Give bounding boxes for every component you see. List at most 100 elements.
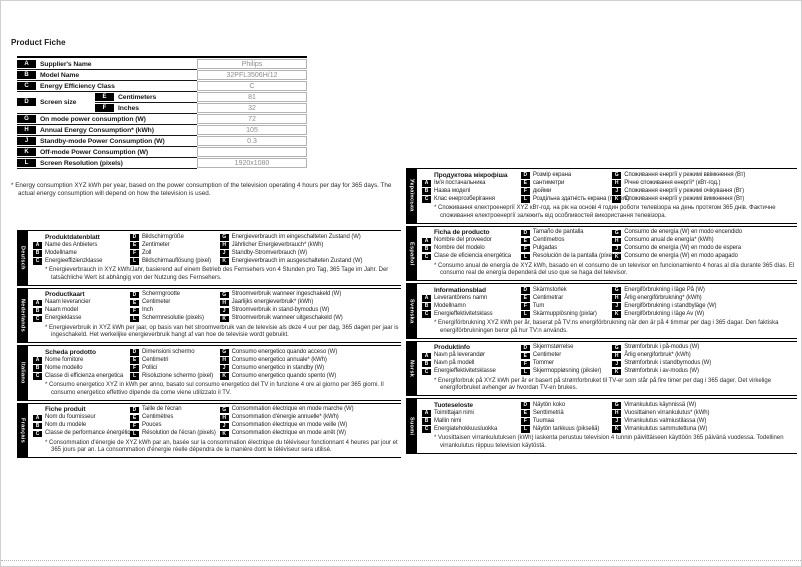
row-badge: L: [129, 258, 139, 265]
row-label-cell: H Annual Energy Consumption* (kWh): [17, 125, 197, 136]
row-label: Stroomverbruik wanneer ingeschakeld (W): [231, 291, 342, 297]
section-column: G Consumo energetico quando acceso (W) H Co…: [219, 348, 399, 381]
section-columns: Scheda prodotto A Nome fornitore B Nome mode…: [33, 349, 399, 381]
row-badge: F: [129, 365, 139, 372]
section-body: Fiche produit A Nom du fournisseur B Nom du …: [28, 404, 401, 458]
definition-row: A Navn på leverandør: [422, 352, 521, 360]
section-footnote: * Consommation d'énergie de XYZ kWh par …: [45, 439, 398, 454]
row-badge: B: [17, 70, 36, 79]
row-badge: K: [612, 253, 622, 260]
definition-row: B Nome modello: [33, 365, 130, 373]
row-label: Pouces: [141, 422, 162, 428]
row-label: Ім'я постачальника: [434, 179, 486, 186]
row-label: Consumo anual de energía* (kWh): [624, 237, 714, 243]
definition-row: F Pouces: [129, 422, 220, 430]
row-badge: F: [129, 250, 139, 257]
definition-row: C Classe di efficienza energetica: [33, 373, 130, 381]
row-label: Naam model: [45, 307, 79, 313]
section-title: Productkaart: [45, 291, 85, 298]
row-label: Virrankulutus valmiustilassa (W): [624, 417, 707, 424]
definition-row: L Skärmupplösning (pixlar): [520, 311, 612, 319]
row-label: Споживання енергії у режимі ввімкнення (…: [624, 171, 746, 178]
row-label: Strømforbruk i av-modus (W): [624, 368, 699, 374]
row-label: Résolution de l'écran (pixels): [141, 430, 216, 436]
row-badge: B: [33, 422, 42, 429]
row-badge: J: [612, 303, 622, 310]
row-label: Consommation électrique en mode arrêt (W…: [231, 430, 346, 436]
definition-row: H Årlig energiforbruk* (kWh): [612, 352, 795, 360]
row-value: 72: [197, 114, 307, 124]
row-badge: B: [33, 365, 42, 372]
section-column: Productkaart A Naam leverancier B Naam model…: [33, 291, 130, 323]
row-badge: K: [17, 147, 36, 156]
definition-row: D Dimensioni schermo: [129, 348, 220, 357]
definition-row: K Stroomverbruik wanneer uitgeschakeld (W…: [219, 315, 399, 323]
row-label: Standby-Stromverbrauch (W): [231, 249, 308, 256]
row-label: Årlig energiforbruk* (kWh): [624, 352, 691, 358]
row-label: Consumo energetico quando acceso (W): [231, 348, 338, 355]
row-label: Zentimeter: [141, 241, 170, 248]
definition-row: G Energieverbrauch im eingeschalteten Zus…: [219, 234, 399, 242]
screen-size-subrows: E Centimeters 81 F Inches 32: [95, 92, 307, 114]
row-label: Tommer: [532, 360, 554, 366]
row-badge: F: [520, 360, 530, 367]
definition-row: K Consommation électrique en mode arrêt (…: [219, 430, 399, 438]
section-body: Ficha de producto A Nombre del proveedor B N…: [417, 227, 797, 281]
row-label: Dimensioni schermo: [141, 348, 195, 355]
row-badge: A: [422, 237, 431, 244]
section-column: G Virrankulutus käynnissä (W) H Vuosittaine…: [612, 402, 795, 434]
row-badge: K: [612, 311, 622, 318]
section-columns: Informationsblad A Leverantörens namn B Mode…: [422, 287, 795, 319]
row-label: Energieverbrauch im ausgeschalteten Zust…: [231, 257, 363, 264]
row-value: 32: [197, 103, 307, 113]
section-columns: Fiche produit A Nom du fournisseur B Nom du …: [33, 406, 399, 438]
row-badge: G: [612, 287, 622, 294]
section-footnote: * Vuosittaisen virrankulutuksen (kWh) la…: [434, 435, 784, 449]
row-badge: C: [422, 368, 431, 375]
row-label: Клас енергозберігання: [434, 195, 495, 202]
definition-row: B Nom du modèle: [33, 422, 130, 430]
row-badge: E: [520, 410, 530, 417]
section-column: Produktinfo A Navn på leverandør B Navn på m…: [422, 344, 521, 376]
row-badge: F: [129, 422, 139, 429]
table-row: K Off-mode Power Consumption (W): [17, 147, 307, 158]
definition-row: G Consommation électrique en mode marche …: [219, 406, 399, 414]
row-label: Screen size: [40, 99, 77, 106]
section-body: Produktdatenblatt A Name des Anbieters B Mod…: [28, 231, 401, 285]
definition-row: E Senttimetriä: [520, 409, 612, 418]
row-label: Jaarlijks energieverbruik* (kWh): [231, 299, 314, 305]
definition-row: H Vuosittainen virrankulutus* (kWh): [612, 410, 795, 418]
row-value: [197, 147, 307, 157]
row-badge: D: [520, 172, 530, 179]
row-label: Роздільна здатність екрана (пікселі): [532, 195, 630, 202]
row-label: Senttimetriä: [532, 409, 564, 416]
row-badge: C: [33, 430, 42, 437]
section-column: D Bildschirmgröße E Zentimeter F Zoll L Bildsch…: [129, 234, 220, 266]
row-label: Nome modello: [45, 364, 83, 371]
definition-row: C Classe de performance énergétique: [33, 430, 137, 438]
section-column: G Stroomverbruik wanneer ingeschakeld (W)…: [219, 291, 399, 323]
table-row: A Supplier's Name Philips: [17, 59, 307, 70]
definition-row: G Virrankulutus käynnissä (W): [612, 402, 795, 410]
row-badge: E: [129, 414, 139, 421]
row-badge: E: [520, 295, 530, 302]
row-badge: J: [612, 418, 622, 425]
section-body: Scheda prodotto A Nome fornitore B Nome mode…: [28, 346, 401, 400]
row-badge: D: [129, 291, 139, 298]
definition-row: J Споживання енергії у режимі очікування …: [612, 188, 795, 196]
definition-row: L Näytön tarkkuus (pikseliä): [520, 426, 612, 434]
definition-row: G Consumo de energía (W) en modo encendid…: [612, 229, 795, 237]
row-label: сантиметри: [532, 179, 565, 186]
language-tab: Español: [406, 226, 417, 280]
row-badge: L: [520, 196, 530, 203]
definition-row: D Bildschirmgröße: [129, 234, 220, 242]
row-badge: H: [612, 237, 622, 244]
section-title: Scheda prodotto: [45, 348, 96, 356]
row-label: Nom du fournisseur: [45, 414, 96, 420]
row-label: Toimittajan nimi: [434, 409, 474, 416]
row-badge: E: [129, 357, 139, 364]
language-section: Français Fiche produit A Nom du fournisseur…: [17, 402, 401, 458]
row-label-cell: G On mode power consumption (W): [17, 114, 197, 125]
row-label: Centimètres: [141, 414, 174, 420]
